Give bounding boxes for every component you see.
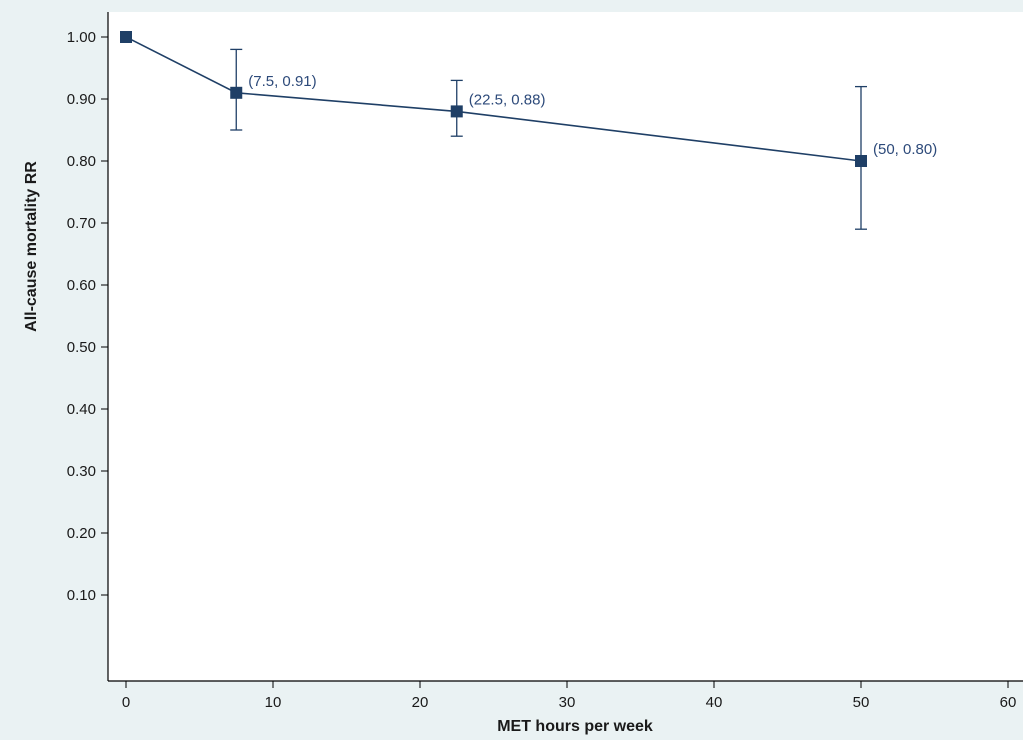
x-axis: 0 10 20 30 40 50 60 (108, 680, 1023, 711)
y-tick-label: 0.70 (67, 215, 96, 232)
y-tick-label: 0.40 (67, 401, 96, 418)
x-tick-label: 60 (1000, 694, 1017, 711)
data-point-marker (450, 105, 463, 118)
y-tick-label: 0.60 (67, 277, 96, 294)
data-point-label: (7.5, 0.91) (248, 73, 316, 90)
data-point-marker (120, 31, 132, 43)
y-tick-label: 0.90 (67, 91, 96, 108)
y-tick-label: 0.50 (67, 339, 96, 356)
series-line (125, 36, 862, 162)
x-tick-label: 40 (706, 694, 723, 711)
x-tick-label: 20 (412, 694, 429, 711)
data-point-marker (230, 86, 243, 99)
y-axis-title: All-cause mortality RR (23, 161, 40, 332)
x-tick-label: 30 (559, 694, 576, 711)
data-point-label: (22.5, 0.88) (469, 91, 546, 108)
y-tick-label: 0.10 (67, 587, 96, 604)
y-tick-label: 0.80 (67, 153, 96, 170)
data-labels: (7.5, 0.91) (22.5, 0.88) (50, 0.80) (248, 73, 937, 158)
y-tick-label: 1.00 (67, 29, 96, 46)
data-markers (120, 31, 867, 167)
x-tick-label: 10 (265, 694, 282, 711)
x-tick-label: 50 (853, 694, 870, 711)
data-point-marker (855, 155, 867, 167)
x-tick-label: 0 (122, 694, 130, 711)
y-tick-label: 0.20 (67, 525, 96, 542)
y-tick-label: 0.30 (67, 463, 96, 480)
x-axis-title: MET hours per week (497, 718, 653, 735)
plot-area (108, 12, 1023, 681)
y-axis: 0.10 0.20 0.30 0.40 0.50 0.60 0.70 0.80 0.90 1.00 (67, 12, 109, 681)
data-point-label: (50, 0.80) (873, 141, 937, 158)
